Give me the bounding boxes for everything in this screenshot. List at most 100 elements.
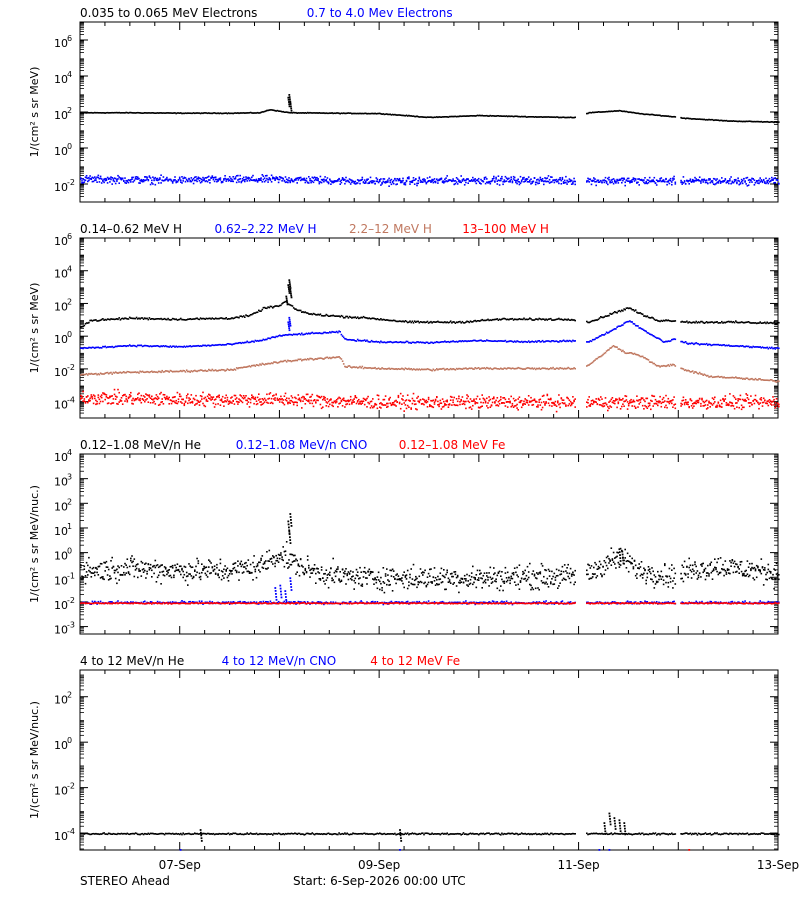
data-point [161,398,163,400]
data-point [589,111,592,114]
data-point [632,309,635,311]
data-point [597,398,600,401]
data-point [164,398,167,401]
data-point [557,318,559,320]
data-point [654,182,657,185]
data-point [246,315,248,317]
data-point [218,177,220,180]
data-point [212,402,215,405]
data-point [176,391,179,394]
data-point [217,369,219,372]
data-point [154,318,157,320]
data-point [184,400,187,403]
data-point [598,111,601,113]
data-point [305,332,308,335]
data-point [261,111,264,113]
data-point [81,397,83,399]
data-point [169,345,172,347]
data-point [641,313,644,316]
data-point [426,341,429,344]
data-point [416,341,418,343]
data-point [544,319,546,321]
data-point [106,111,109,114]
data-point [509,400,511,403]
data-point [289,181,291,184]
data-point [288,177,290,179]
data-point [646,182,649,185]
data-point [268,306,271,309]
data-point [410,180,412,183]
data-point [538,180,540,182]
data-point [262,306,265,309]
data-point [586,406,588,408]
data-point [523,402,525,405]
data-point [608,179,610,181]
data-point [287,286,290,288]
data-point [269,402,272,404]
data-point [494,402,496,404]
data-point [446,180,448,183]
data-point [537,406,539,408]
data-point [420,403,423,405]
data-point [441,321,444,324]
data-point [83,398,86,400]
data-point [551,319,553,321]
data-point [459,115,461,117]
data-point [695,371,697,373]
data-point [389,340,391,343]
data-point [420,368,423,370]
data-point [768,181,771,183]
data-point [695,320,697,323]
data-point [120,112,123,114]
data-point [512,319,515,321]
data-point [221,369,224,371]
data-point [718,179,721,182]
data-point [456,400,459,403]
data-point [627,111,630,114]
data-point [769,321,772,324]
data-point [309,111,311,114]
data-point [484,182,487,185]
data-point [660,180,663,183]
data-point [145,371,147,373]
data-point [652,362,654,365]
data-point [159,177,161,179]
data-point [589,178,592,180]
data-point [532,180,535,183]
data-point [449,340,452,343]
data-point [412,115,415,117]
data-point [318,332,321,334]
data-point [216,396,218,398]
data-point [142,180,145,183]
data-point [494,367,496,369]
data-point [597,336,600,339]
data-point [451,340,453,343]
data-point [346,403,348,405]
data-point [345,315,347,318]
data-point [558,403,560,406]
data-point [320,181,323,184]
data-point [476,402,479,404]
data-point [335,315,338,317]
data-point [295,401,297,403]
data-point [502,180,504,183]
data-point [409,180,411,183]
data-point [308,400,310,403]
data-point [171,112,174,114]
data-point [326,177,329,179]
data-point [504,180,507,183]
data-point [555,180,558,183]
data-point [618,179,621,181]
data-point [367,178,369,180]
data-point [194,179,196,182]
data-point [166,178,168,181]
data-point [91,397,94,400]
data-point [449,115,452,118]
data-point [723,180,725,183]
data-point [539,398,542,401]
data-point [430,369,432,371]
data-point [167,179,169,182]
data-point [178,393,181,395]
data-point [448,368,451,371]
data-point [610,313,613,315]
